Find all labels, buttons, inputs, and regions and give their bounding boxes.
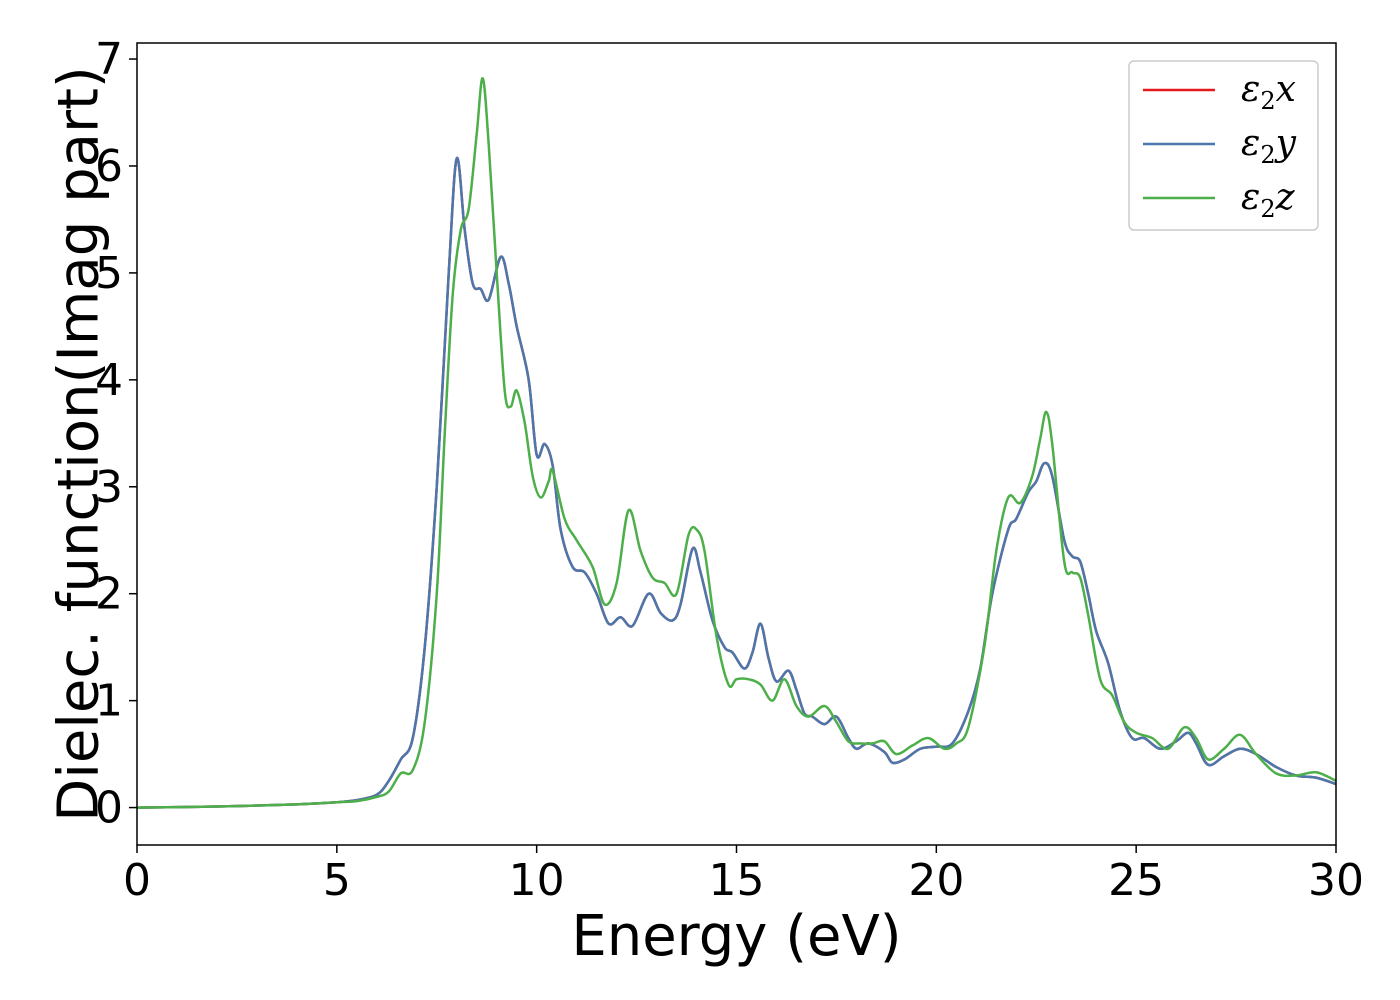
x-axis: 0 5 10 15 20 25 30: [123, 845, 1364, 906]
x-tick-label: 5: [323, 855, 351, 906]
plot-area: [136, 42, 1337, 846]
y-tick-label: 1: [95, 676, 123, 727]
legend-item-z: ε2z: [1143, 177, 1296, 223]
legend-item-y: ε2y: [1143, 123, 1297, 169]
legend-label: ε2x: [1241, 69, 1296, 115]
x-tick-label: 15: [709, 855, 765, 906]
x-tick-label: 10: [509, 855, 565, 906]
y-tick-label: 7: [95, 34, 123, 85]
x-tick-label: 25: [1108, 855, 1164, 906]
legend-label: ε2z: [1241, 177, 1296, 223]
series-group: [137, 77, 1336, 809]
legend-item-x: ε2x: [1143, 69, 1296, 115]
x-tick-label: 20: [908, 855, 964, 906]
x-tick-label: 0: [123, 855, 151, 906]
series-line-z: [137, 77, 1336, 809]
y-tick-label: 6: [95, 141, 123, 192]
y-tick-label: 2: [95, 569, 123, 620]
legend-box: [1128, 60, 1319, 231]
y-axis: 0 1 2 3 4 5 6 7: [95, 34, 137, 834]
y-axis-label: Dielec. function(Imag part): [47, 66, 112, 822]
legend-label: ε2y: [1241, 123, 1297, 169]
y-tick-label: 5: [95, 248, 123, 299]
x-tick-label: 30: [1308, 855, 1364, 906]
x-axis-label: Energy (eV): [571, 904, 901, 969]
y-tick-label: 4: [95, 355, 123, 406]
y-tick-label: 3: [95, 462, 123, 513]
series-line-y: [137, 156, 1336, 809]
y-tick-label: 0: [95, 783, 123, 834]
legend: ε2x ε2y ε2z: [1128, 60, 1319, 231]
